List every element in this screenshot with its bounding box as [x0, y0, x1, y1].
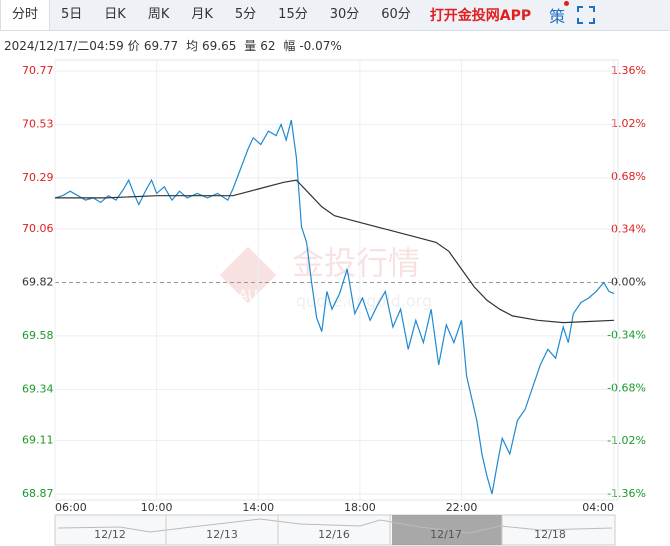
avg: 69.65 — [202, 39, 237, 53]
watermark-url: quote.cngold.org — [296, 292, 432, 311]
price-line — [54, 119, 615, 495]
tab[interactable]: 15分 — [278, 7, 308, 22]
datetime: 2024/12/17/二04:59 — [4, 39, 124, 53]
navigator-date: 12/18 — [534, 528, 566, 541]
y2-tick-label: 0.00% — [611, 276, 646, 289]
tab[interactable]: 60分 — [381, 7, 411, 22]
y-tick-label: 69.34 — [22, 382, 54, 395]
y2-tick-label: -0.34% — [607, 328, 646, 341]
navigator-date: 12/13 — [206, 528, 238, 541]
y2-tick-label: 1.36% — [611, 64, 646, 77]
y-tick-label: 68.87 — [22, 487, 54, 500]
y2-tick-label: 0.68% — [611, 170, 646, 183]
fullscreen-button[interactable] — [577, 6, 596, 24]
y2-tick-label: 0.34% — [611, 223, 646, 236]
x-tick-label: 04:00 — [582, 501, 614, 514]
tab[interactable]: 5日 — [61, 7, 83, 22]
plot-frame — [54, 59, 619, 501]
navigator-date: 12/16 — [318, 528, 350, 541]
y2-tick-label: -1.36% — [607, 487, 646, 500]
tab[interactable]: 月K — [191, 7, 213, 22]
x-tick-label: 14:00 — [242, 501, 274, 514]
x-tick-label: 10:00 — [141, 501, 173, 514]
y-tick-label: 70.77 — [22, 64, 54, 77]
y-tick-label: 69.58 — [22, 329, 54, 342]
average-line — [55, 179, 615, 324]
y2-tick-label: -0.68% — [607, 381, 646, 394]
label: 量 — [244, 39, 257, 53]
label: 价 — [127, 39, 140, 53]
tab-bar: 分时 5日 日K 周K 月K 5分 15分 30分 60分 打开金投网APP 策 — [0, 0, 670, 31]
price: 69.77 — [143, 39, 179, 53]
y-tick-label: 70.29 — [22, 171, 54, 184]
tab[interactable]: 日K — [104, 7, 126, 22]
navigator — [54, 514, 616, 546]
label: 均 — [186, 39, 199, 53]
tab[interactable]: 周K — [147, 7, 170, 22]
watermark-brand: 金投行情 — [292, 244, 420, 282]
tab[interactable]: 分时 — [0, 0, 51, 30]
volume: 62 — [260, 39, 276, 53]
navigator-date: 12/12 — [94, 528, 126, 541]
y-tick-label: 69.82 — [22, 276, 54, 289]
y-tick-label: 70.53 — [22, 117, 54, 130]
watermark-badge: AU — [238, 288, 258, 304]
y-tick-label: 69.11 — [22, 434, 54, 447]
x-tick-label: 22:00 — [446, 501, 478, 514]
navigator-date: 12/17 — [430, 528, 462, 541]
strategy-button[interactable]: 策 — [549, 1, 570, 27]
change: -0.07% — [299, 39, 342, 53]
y2-tick-label: 1.02% — [611, 117, 646, 130]
watermark: AU 金投行情 quote.cngold.org — [219, 244, 432, 311]
x-tick-label: 18:00 — [344, 501, 376, 514]
info-line: 2024/12/17/二04:59 价 69.77 均 69.65 量 62 幅 -0.0… — [4, 37, 346, 54]
label: 幅 — [283, 39, 296, 53]
app-link[interactable]: 打开金投网APP — [429, 8, 532, 24]
strategy-icon: 策 — [549, 7, 566, 26]
tab[interactable]: 5分 — [234, 7, 257, 22]
x-tick-label: 06:00 — [55, 501, 87, 514]
y2-tick-label: -1.02% — [607, 434, 646, 447]
y-tick-label: 70.06 — [22, 222, 54, 235]
tab[interactable]: 30分 — [329, 7, 360, 22]
